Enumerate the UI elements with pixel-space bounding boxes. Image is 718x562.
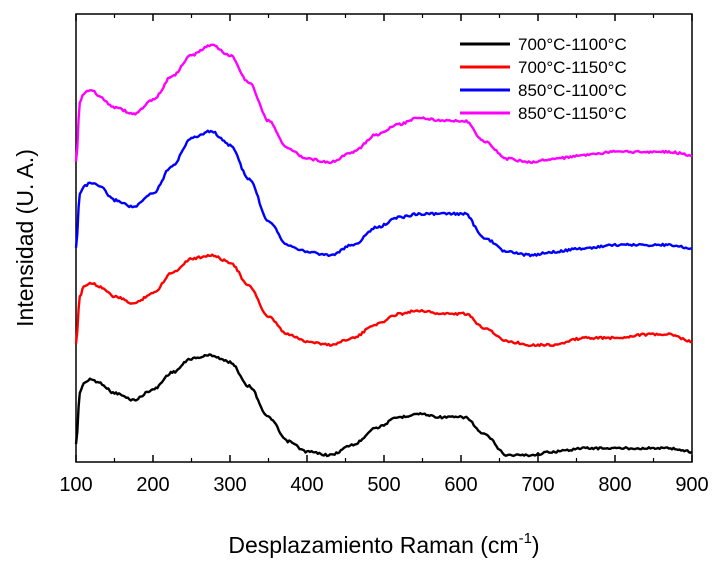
x-tick-label: 400: [290, 474, 323, 496]
legend-label: 850°C-1100°C: [518, 81, 627, 100]
y-axis-title: Intensidad (U. A.): [12, 149, 38, 327]
x-axis-title-end: ): [532, 532, 540, 558]
series-line: [74, 253, 693, 348]
x-tick-label: 500: [367, 474, 400, 496]
x-axis-title: Desplazamiento Raman (cm-1): [228, 530, 539, 558]
x-tick-label: 900: [675, 474, 708, 496]
legend-label: 700°C-1100°C: [518, 35, 627, 54]
x-axis-title-sup: -1: [519, 530, 532, 547]
x-tick-label: 600: [444, 474, 477, 496]
x-tick-label: 300: [213, 474, 246, 496]
x-tick-label: 700: [521, 474, 554, 496]
x-axis-title-main: Desplazamiento Raman (cm: [228, 532, 518, 558]
series-line: [74, 43, 693, 165]
x-axis-ticks: 100 200 300 400 500 600 700 800 900: [59, 14, 709, 496]
legend-label: 850°C-1150°C: [518, 104, 627, 123]
x-tick-label: 800: [598, 474, 631, 496]
x-tick-label: 200: [136, 474, 169, 496]
legend-label: 700°C-1150°C: [518, 58, 627, 77]
series-layer: [74, 43, 693, 458]
series-line: [74, 353, 693, 458]
x-tick-label: 100: [59, 474, 92, 496]
series-line: [74, 129, 693, 258]
legend: 700°C-1100°C 700°C-1150°C 850°C-1100°C 850°…: [460, 35, 627, 123]
